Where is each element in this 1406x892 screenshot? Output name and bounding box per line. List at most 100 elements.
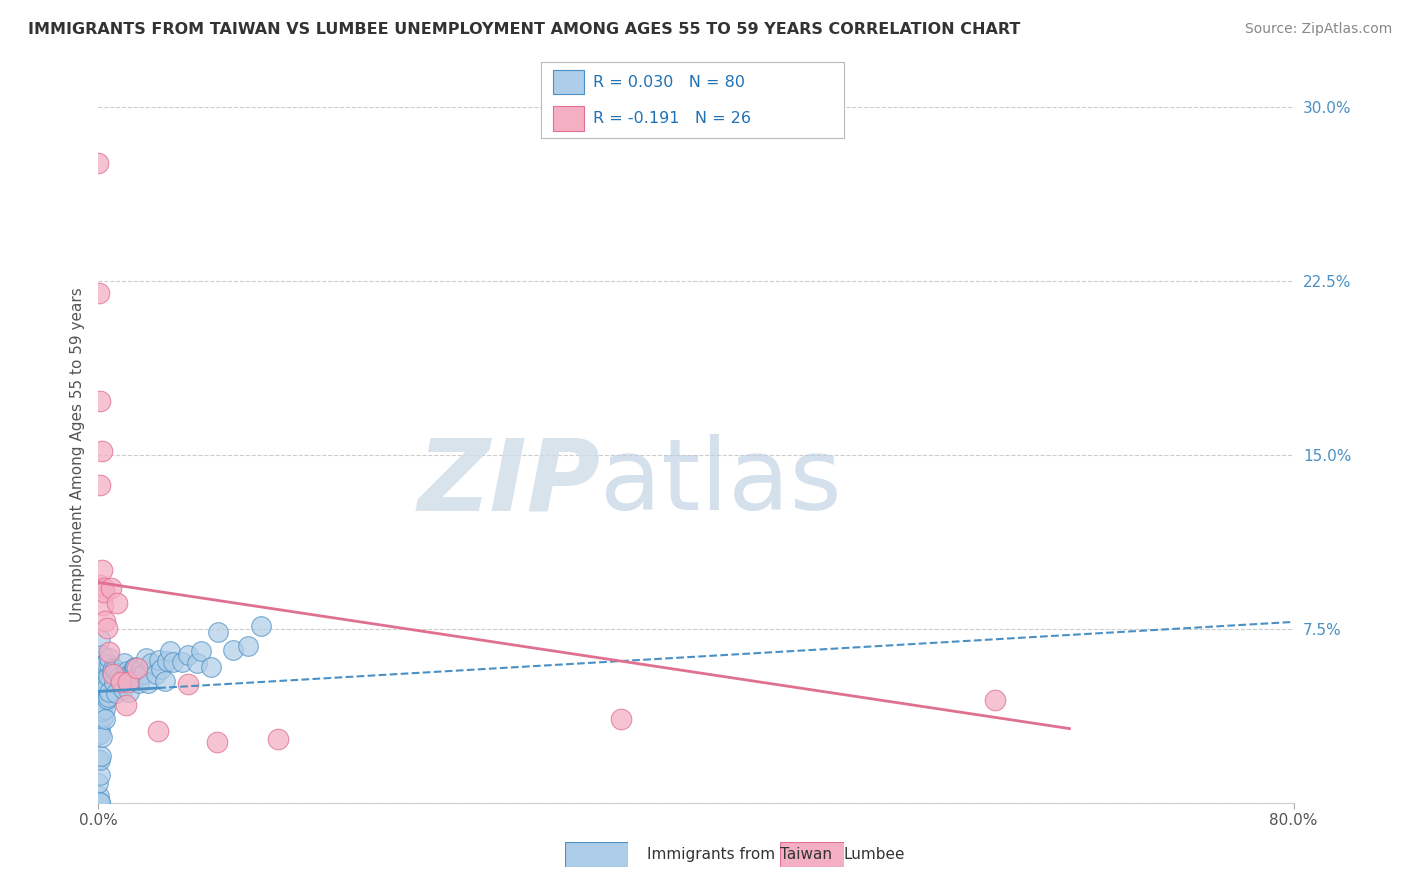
Point	[100, 581, 122, 595]
Text: IMMIGRANTS FROM TAIWAN VS LUMBEE UNEMPLOYMENT AMONG AGES 55 TO 59 YEARS CORRELAT: IMMIGRANTS FROM TAIWAN VS LUMBEE UNEMPLO…	[28, 22, 1021, 37]
Point	[90, 730, 112, 744]
Point	[90, 681, 112, 696]
Point	[176, 677, 198, 691]
Point	[138, 675, 160, 690]
Point	[156, 654, 179, 668]
Point	[122, 661, 145, 675]
Text: R = 0.030   N = 80: R = 0.030 N = 80	[593, 75, 745, 90]
Point	[200, 660, 222, 674]
Point	[150, 662, 173, 676]
Point	[97, 685, 120, 699]
Text: Source: ZipAtlas.com: Source: ZipAtlas.com	[1244, 22, 1392, 37]
Point	[148, 653, 170, 667]
Point	[117, 674, 139, 689]
Point	[93, 657, 115, 671]
Point	[89, 722, 111, 736]
Point	[101, 665, 124, 679]
Bar	[554, 70, 583, 95]
Point	[190, 643, 212, 657]
Point	[103, 676, 125, 690]
Point	[89, 727, 111, 741]
Point	[104, 662, 127, 676]
Point	[112, 656, 135, 670]
Point	[129, 662, 152, 676]
Point	[103, 666, 125, 681]
Point	[207, 735, 229, 749]
Point	[89, 577, 111, 591]
Point	[94, 657, 117, 671]
Point	[117, 668, 139, 682]
Point	[87, 705, 110, 719]
Bar	[554, 106, 583, 130]
Point	[128, 676, 150, 690]
Point	[107, 670, 129, 684]
Point	[90, 563, 112, 577]
Text: Immigrants from Taiwan: Immigrants from Taiwan	[647, 847, 832, 862]
Point	[91, 709, 114, 723]
Point	[97, 690, 120, 704]
Point	[162, 656, 184, 670]
Point	[87, 682, 110, 697]
Point	[89, 655, 111, 669]
Point	[89, 795, 111, 809]
Point	[132, 667, 155, 681]
Point	[98, 651, 121, 665]
Point	[89, 768, 111, 782]
Point	[118, 685, 141, 699]
Point	[96, 691, 118, 706]
Point	[94, 712, 117, 726]
Point	[87, 728, 110, 742]
Point	[90, 749, 112, 764]
Point	[93, 679, 115, 693]
Point	[170, 655, 193, 669]
Point	[105, 686, 128, 700]
Point	[145, 667, 167, 681]
Point	[87, 701, 110, 715]
Point	[121, 666, 143, 681]
Point	[97, 669, 120, 683]
Point	[125, 670, 148, 684]
Point	[87, 156, 110, 170]
Point	[87, 752, 110, 766]
Point	[984, 693, 1007, 707]
Point	[91, 598, 114, 612]
Point	[90, 658, 112, 673]
Text: atlas: atlas	[600, 434, 842, 532]
Point	[89, 478, 111, 492]
Point	[89, 632, 111, 647]
Point	[153, 674, 176, 689]
Point	[250, 619, 273, 633]
Point	[207, 624, 229, 639]
Point	[93, 581, 115, 595]
Point	[98, 657, 121, 671]
Point	[112, 682, 135, 697]
Point	[177, 648, 200, 663]
Point	[87, 285, 110, 300]
Point	[105, 665, 128, 680]
Point	[141, 656, 163, 670]
Point	[186, 656, 208, 670]
Point	[148, 723, 170, 738]
Point	[105, 596, 128, 610]
Point	[236, 639, 259, 653]
Point	[267, 731, 290, 746]
Point	[112, 671, 135, 685]
Point	[115, 664, 138, 678]
Text: Lumbee: Lumbee	[844, 847, 905, 862]
Point	[135, 650, 157, 665]
Point	[159, 643, 181, 657]
Point	[124, 660, 146, 674]
Point	[87, 654, 110, 668]
Point	[87, 776, 110, 790]
Point	[125, 661, 148, 675]
Point	[93, 702, 115, 716]
Point	[94, 615, 117, 629]
Point	[221, 643, 243, 657]
Point	[89, 796, 111, 810]
Point	[91, 648, 114, 662]
Point	[91, 678, 114, 692]
Point	[110, 674, 132, 689]
Point	[97, 645, 120, 659]
Text: ZIP: ZIP	[418, 434, 600, 532]
Point	[90, 444, 112, 458]
